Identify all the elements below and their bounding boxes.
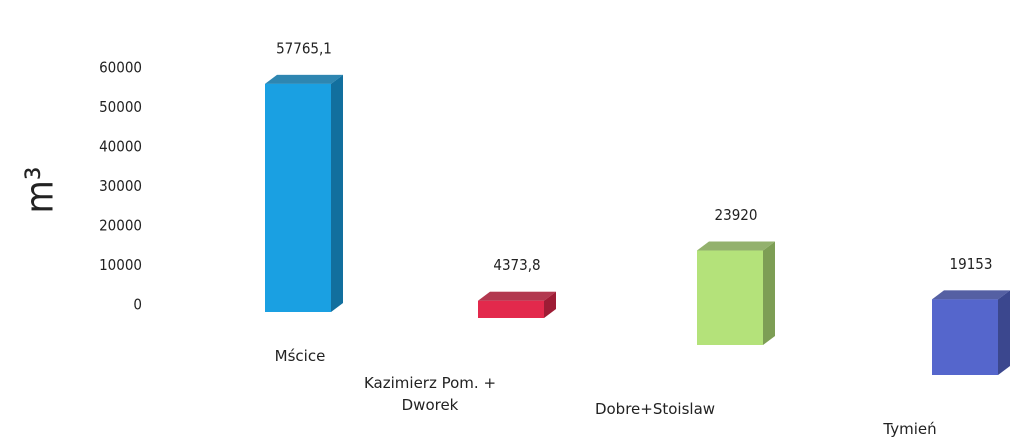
bar-side-shade [763,241,775,345]
bar [478,300,544,318]
bar-top-shade [932,290,1010,300]
x-tick-label: Tymień [883,420,937,438]
value-label: 23920 [715,206,758,224]
bar [932,299,998,375]
x-tick-label: Kazimierz Pom. + Dworek [363,374,497,414]
bar-side-shade [331,74,343,313]
value-label: 4373,8 [493,256,540,274]
bar-top [697,241,775,251]
bar [265,83,331,313]
bar [697,250,763,345]
bar-top-shade [478,291,556,301]
bar-side [763,241,775,345]
y-tick-label: 60000 [99,59,142,77]
y-tick-label: 10000 [99,256,142,274]
y-tick-label: 50000 [99,98,142,116]
y-tick-label: 40000 [99,138,142,156]
y-axis-label: m³ [18,167,62,214]
y-tick-label: 0 [133,296,142,314]
y-tick-label: 30000 [99,177,142,195]
bar-side [331,74,343,313]
bar-side-shade [544,291,556,318]
bar-side-shade [998,290,1010,375]
bar-top [932,290,1010,300]
bar-side [544,291,556,318]
bar-top-shade [697,241,775,251]
bar-top [478,291,556,301]
x-tick-label: Mścice [274,347,326,365]
bar-top-shade [265,74,343,84]
bar-top [265,74,343,84]
bar-side [998,290,1010,375]
y-tick-label: 20000 [99,217,142,235]
value-label: 19153 [950,255,993,273]
value-label: 57765,1 [276,39,332,57]
x-tick-label: Dobre+Stoislaw [594,400,716,418]
